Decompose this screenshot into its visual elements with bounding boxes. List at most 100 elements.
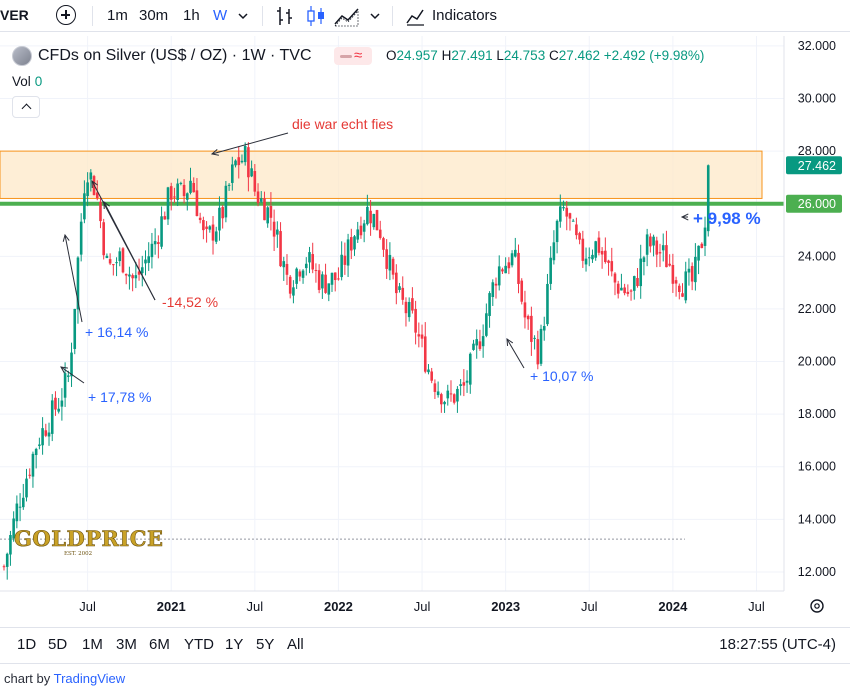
candle-body: [398, 286, 401, 290]
candle-body: [247, 147, 250, 178]
legend-title[interactable]: CFDs on Silver (US$ / OZ) · 1W · TVC: [38, 47, 312, 64]
settings-icon[interactable]: [810, 599, 824, 613]
candle-body: [234, 160, 237, 166]
close-label: C: [548, 48, 559, 63]
annotation-label: die war echt fies: [292, 116, 393, 132]
range-1y[interactable]: 1Y: [225, 636, 244, 653]
indicators-icon[interactable]: [404, 5, 426, 27]
price-chart[interactable]: 32.000 30.000 28.000 26.000 24.000 22.000 20.0…: [0, 36, 850, 626]
candle-body: [530, 315, 533, 342]
range-6m[interactable]: 6M: [149, 636, 170, 653]
time-tick-label: Jul: [414, 599, 431, 614]
candle-body: [542, 326, 546, 331]
candle-body: [591, 254, 594, 260]
price-tick-label: 14.000: [798, 512, 836, 526]
candle-body: [231, 164, 234, 183]
candles-icon[interactable]: [305, 4, 327, 28]
candle-body: [481, 336, 485, 347]
candle-body: [407, 301, 411, 318]
candle-body: [620, 287, 623, 291]
candle-body: [632, 276, 636, 291]
indicators-button[interactable]: Indicators: [432, 7, 498, 24]
range-ytd[interactable]: YTD: [184, 636, 214, 653]
candle-body: [18, 506, 22, 508]
interval-30m[interactable]: 30m: [139, 7, 169, 24]
candle-body: [176, 183, 179, 200]
interval-1h[interactable]: 1h: [183, 7, 200, 24]
price-tick-label: 16.000: [798, 460, 836, 474]
candle-body: [60, 400, 64, 407]
chevron-down-icon[interactable]: [237, 10, 249, 22]
candle-body: [674, 280, 678, 284]
candle-body: [224, 185, 228, 218]
candle-body: [356, 229, 360, 240]
candle-body: [671, 264, 675, 284]
candle-body: [610, 261, 614, 272]
goldprice-logo: GOLDPRICE EST. 2002: [14, 526, 164, 557]
candle-body: [202, 220, 205, 231]
interval-1w[interactable]: W: [213, 7, 228, 24]
support-price-badge: 26.000: [798, 197, 836, 211]
candle-body: [706, 165, 710, 232]
candle-body: [327, 283, 331, 295]
price-tick-label: 28.000: [798, 144, 836, 158]
candle-body: [57, 408, 60, 412]
last-price-badge: 27.462: [798, 159, 836, 173]
support-price-badge-bg: [786, 194, 842, 213]
market-status-badge[interactable]: ≈: [334, 47, 372, 65]
candle-body: [501, 269, 504, 272]
candle-body: [658, 252, 662, 254]
candle-body: [423, 336, 427, 372]
candle-body: [269, 205, 273, 218]
symbol-label[interactable]: VER: [0, 7, 29, 23]
tradingview-credit[interactable]: chart by TradingView: [4, 671, 125, 686]
goldprice-logo-subtitle: EST. 2002: [64, 551, 92, 557]
candle-body: [2, 566, 6, 568]
candle-body: [581, 238, 585, 261]
candle-body: [684, 271, 688, 301]
candle-body: [272, 221, 276, 237]
range-1m[interactable]: 1M: [82, 636, 103, 653]
candle-body: [259, 198, 263, 202]
candle-body: [54, 397, 57, 410]
candle-body: [115, 262, 118, 264]
candle-body: [263, 198, 266, 221]
candle-body: [321, 274, 324, 289]
time-axis[interactable]: Jul 2021 Jul 2022 Jul 2023 Jul 2024 Jul: [0, 590, 784, 614]
candle-body: [295, 268, 298, 284]
resistance-zone[interactable]: [0, 150, 763, 199]
tilde-icon: ≈: [354, 47, 363, 64]
candle-body: [613, 273, 617, 283]
price-tick-label: 18.000: [798, 407, 836, 421]
time-tick-label: Jul: [581, 599, 598, 614]
plot-area[interactable]: [0, 36, 784, 591]
candle-body: [488, 293, 491, 316]
open-label: O: [386, 48, 397, 63]
candle-body: [575, 224, 578, 236]
bar-chart-icon[interactable]: [275, 5, 295, 27]
candle-body: [63, 373, 67, 398]
candle-body: [346, 239, 350, 266]
candle-body: [668, 263, 671, 266]
price-axis[interactable]: 32.000 30.000 28.000 26.000 24.000 22.000 20.0…: [783, 36, 850, 591]
annotation-arrow: [60, 366, 85, 384]
add-symbol-icon[interactable]: [56, 5, 76, 25]
candle-body: [221, 207, 224, 219]
range-3m[interactable]: 3M: [116, 636, 137, 653]
area-chart-icon[interactable]: [333, 5, 361, 27]
candle-body: [147, 256, 151, 263]
credit-brand-link[interactable]: TradingView: [53, 671, 126, 686]
candle-body: [89, 172, 93, 180]
range-1d[interactable]: 1D: [17, 636, 37, 653]
range-all[interactable]: All: [287, 636, 304, 653]
chevron-down-icon[interactable]: [369, 10, 381, 22]
credit-prefix: chart by: [4, 671, 54, 686]
candle-body: [189, 180, 192, 193]
range-5d[interactable]: 5D: [48, 636, 68, 653]
candle-body: [208, 226, 212, 230]
interval-1m[interactable]: 1m: [107, 7, 128, 24]
clock-timezone[interactable]: 18:27:55 (UTC-4): [719, 636, 836, 653]
candle-body: [256, 191, 260, 204]
collapse-legend-button[interactable]: [12, 96, 40, 118]
range-5y[interactable]: 5Y: [256, 636, 275, 653]
